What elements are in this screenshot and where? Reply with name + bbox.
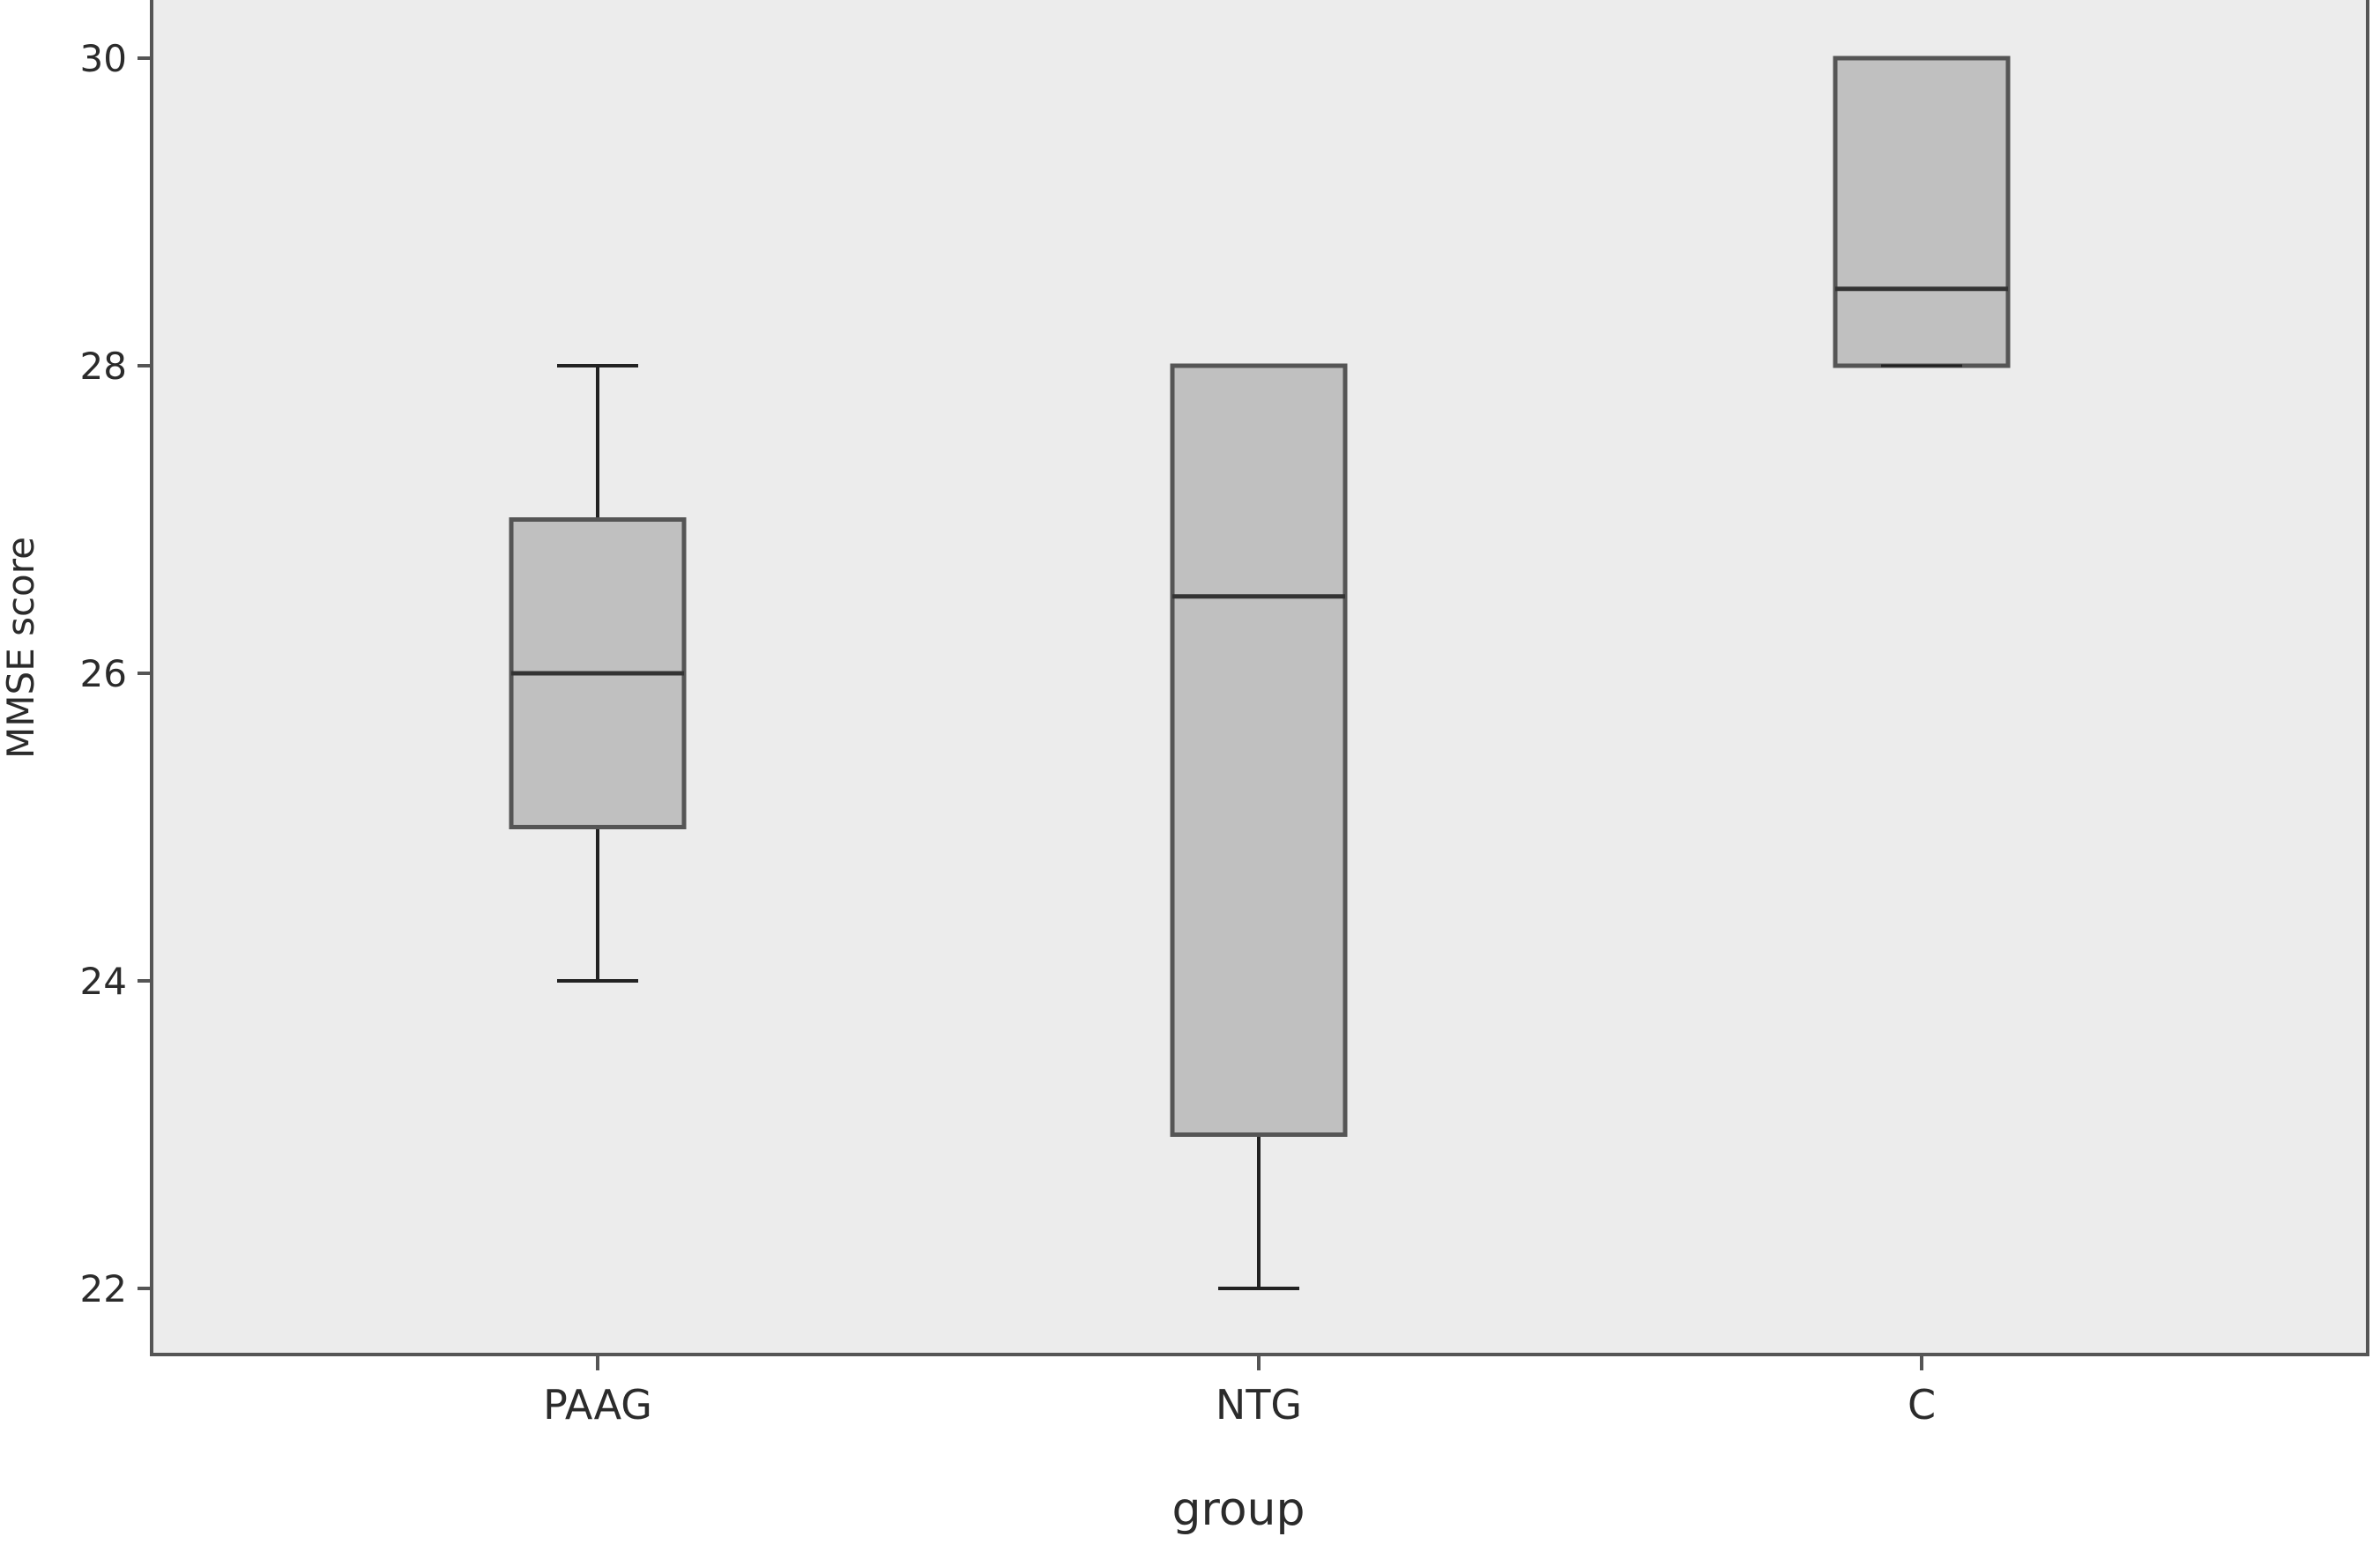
y-tick-label: 28 [80,345,127,388]
y-axis-label: MMSE score [0,537,42,759]
x-tick-label: C [1908,1381,1936,1429]
x-axis-label: group [1171,1483,1305,1536]
y-axis-ticks: 22 24 26 28 30 [80,37,152,1310]
box-paag [509,364,687,983]
iqr-box [1833,56,2011,368]
y-tick-label: 30 [80,37,127,80]
box-c [1833,56,2011,368]
x-axis-ticks: PAAG NTG C [543,1355,1936,1429]
x-tick-label: NTG [1216,1381,1302,1429]
box-series [509,56,2011,1290]
y-tick-label: 24 [80,960,127,1003]
y-tick-label: 22 [80,1267,127,1310]
box-ntg [1170,363,1348,1290]
y-tick-label: 26 [80,652,127,695]
iqr-box [1170,363,1348,1137]
x-tick-label: PAAG [543,1381,652,1429]
